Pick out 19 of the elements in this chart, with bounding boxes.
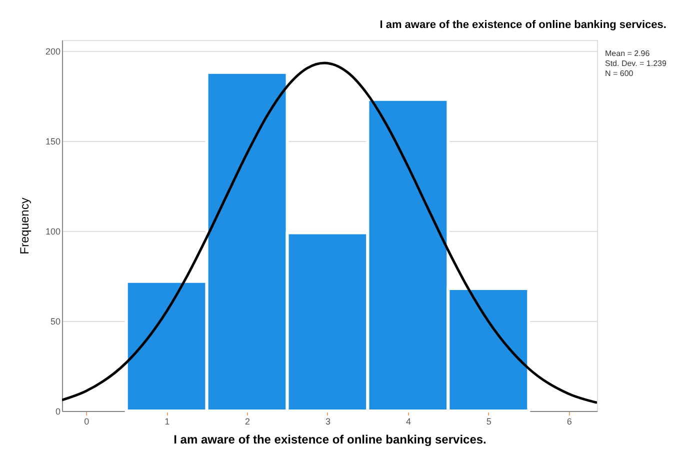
x-tick-label: 3 xyxy=(325,416,330,426)
line-series xyxy=(62,62,597,404)
text: Std. Dev. = 1.239 xyxy=(605,59,667,68)
x-tick-label: 2 xyxy=(245,416,250,426)
x-tick-label: 1 xyxy=(164,416,170,426)
y-tick-label: 150 xyxy=(45,136,60,146)
x-tick-label: 4 xyxy=(406,416,411,426)
y-axis-title: Frequency xyxy=(17,198,32,254)
text: N = 600 xyxy=(605,69,634,78)
text: Mean = 2.96 xyxy=(605,49,650,58)
x-tick-label: 6 xyxy=(566,416,572,426)
chart-title: I am aware of the existence of online banking services. xyxy=(380,19,666,31)
x-tick-label: 5 xyxy=(486,416,492,426)
x-tick-label: 0 xyxy=(84,416,90,426)
y-tick-label: 200 xyxy=(45,46,60,56)
x-axis-title: I am aware of the existence of online banking services. xyxy=(174,432,486,446)
y-tick-label: 50 xyxy=(50,316,60,326)
y-tick-label: 100 xyxy=(45,226,60,236)
y-tick-label: 0 xyxy=(55,406,60,416)
